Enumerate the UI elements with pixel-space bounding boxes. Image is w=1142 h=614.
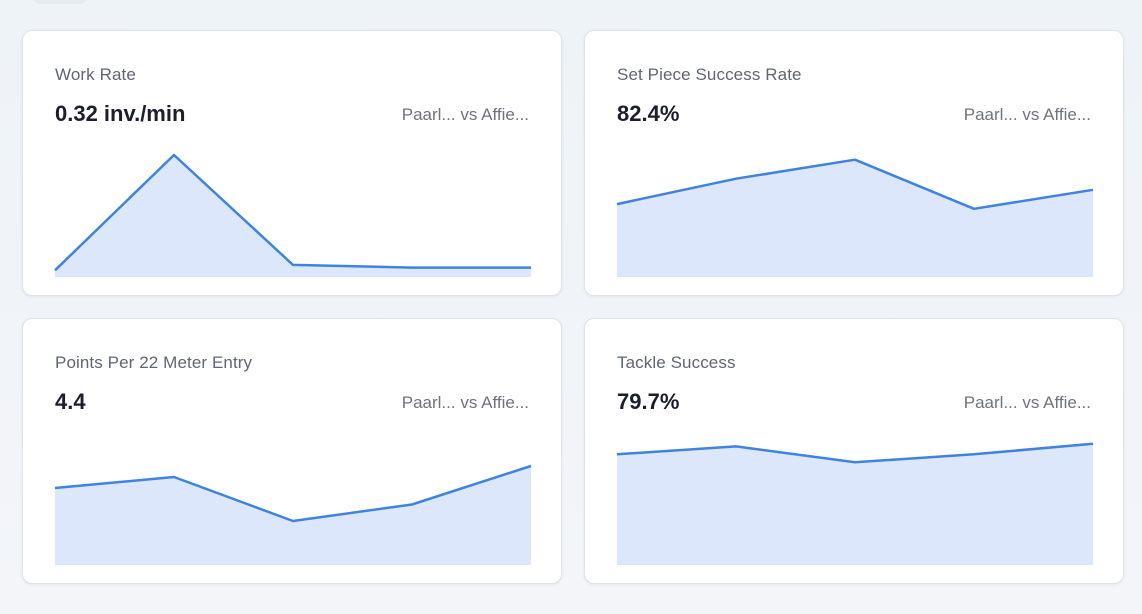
card-value: 82.4% [617,101,680,126]
sparkline-area [55,155,531,277]
sparkline-area [55,466,531,565]
card-title: Points Per 22 Meter Entry [55,353,253,372]
sparkline-chart [616,442,1094,565]
sparkline-area [617,159,1093,277]
sparkline-line [54,153,531,272]
points-per-22-meter-entry-card[interactable]: Points Per 22 Meter Entry 4.4 Paarl... v… [22,318,562,584]
card-title: Set Piece Success Rate [617,65,802,84]
card-subtitle: Paarl... vs Affie... [401,393,529,412]
card-title: Work Rate [55,65,136,84]
sparkline-chart [616,158,1094,277]
card-title: Tackle Success [617,353,736,372]
sparkline-area [617,443,1093,565]
card-subtitle: Paarl... vs Affie... [963,393,1091,412]
top-overflow-element [32,0,88,4]
sparkline-chart [54,153,531,277]
card-value: 79.7% [617,389,680,414]
work-rate-card[interactable]: Work Rate 0.32 inv./min Paarl... vs Affi… [22,30,562,296]
sparkline-line [616,442,1094,464]
card-value: 0.32 inv./min [55,101,186,126]
card-subtitle: Paarl... vs Affie... [401,105,529,124]
set-piece-success-rate-card[interactable]: Set Piece Success Rate 82.4% Paarl... vs… [584,30,1124,296]
card-subtitle: Paarl... vs Affie... [963,105,1091,124]
sparkline-line [54,464,532,523]
sparkline-line [616,158,1094,211]
card-value: 4.4 [55,389,86,414]
sparkline-chart [54,464,532,565]
tackle-success-card[interactable]: Tackle Success 79.7% Paarl... vs Affie..… [584,318,1124,584]
